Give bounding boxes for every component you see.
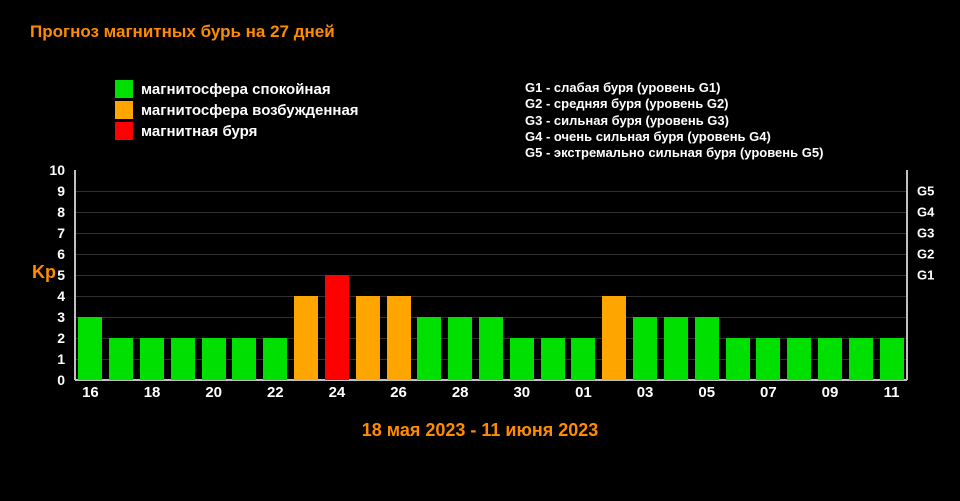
bar bbox=[880, 338, 904, 380]
bar bbox=[78, 317, 102, 380]
x-tick-label: 24 bbox=[329, 384, 346, 401]
bars-container bbox=[75, 170, 907, 380]
x-tick-label: 20 bbox=[205, 384, 222, 401]
bar bbox=[633, 317, 657, 380]
bar bbox=[479, 317, 503, 380]
legend: магнитосфера спокойная магнитосфера возбу… bbox=[115, 80, 359, 143]
bar bbox=[664, 317, 688, 380]
bar bbox=[695, 317, 719, 380]
bar bbox=[787, 338, 811, 380]
x-tick-label: 01 bbox=[575, 384, 592, 401]
x-tick-label: 16 bbox=[82, 384, 99, 401]
legend-label: магнитная буря bbox=[141, 123, 257, 140]
x-tick-label: 11 bbox=[884, 384, 900, 401]
legend-swatch bbox=[115, 122, 133, 140]
right-axis-label: G2 bbox=[917, 247, 934, 262]
x-tick-label: 03 bbox=[637, 384, 654, 401]
x-tick-label: 30 bbox=[513, 384, 530, 401]
right-axis-label: G1 bbox=[917, 268, 934, 283]
legend-swatch bbox=[115, 101, 133, 119]
x-tick-label: 28 bbox=[452, 384, 469, 401]
y-tick-label: 4 bbox=[35, 288, 65, 304]
legend-swatch bbox=[115, 80, 133, 98]
x-tick-label: 07 bbox=[760, 384, 777, 401]
g-scale-legend: G1 - слабая буря (уровень G1)G2 - средня… bbox=[525, 80, 823, 161]
bar bbox=[541, 338, 565, 380]
y-tick-label: 1 bbox=[35, 351, 65, 367]
bar bbox=[232, 338, 256, 380]
x-tick-label: 26 bbox=[390, 384, 407, 401]
bar bbox=[294, 296, 318, 380]
right-axis-label: G3 bbox=[917, 226, 934, 241]
x-tick-label: 22 bbox=[267, 384, 284, 401]
legend-label: магнитосфера возбужденная bbox=[141, 102, 359, 119]
bar bbox=[602, 296, 626, 380]
y-tick-label: 3 bbox=[35, 309, 65, 325]
bar bbox=[726, 338, 750, 380]
y-tick-label: 6 bbox=[35, 246, 65, 262]
x-tick-label: 09 bbox=[822, 384, 839, 401]
bar bbox=[171, 338, 195, 380]
chart-plot-area: 012345678910G1G2G3G4G5161820222426283001… bbox=[75, 170, 907, 380]
bar bbox=[756, 338, 780, 380]
y-tick-label: 7 bbox=[35, 225, 65, 241]
bar bbox=[356, 296, 380, 380]
bar bbox=[202, 338, 226, 380]
y-tick-label: 2 bbox=[35, 330, 65, 346]
bar bbox=[448, 317, 472, 380]
right-axis-label: G4 bbox=[917, 205, 934, 220]
x-tick-label: 18 bbox=[144, 384, 161, 401]
bar bbox=[571, 338, 595, 380]
chart-title: Прогноз магнитных бурь на 27 дней bbox=[30, 22, 335, 42]
g-scale-item: G1 - слабая буря (уровень G1) bbox=[525, 80, 823, 96]
bar bbox=[325, 275, 349, 380]
bar bbox=[510, 338, 534, 380]
g-scale-item: G4 - очень сильная буря (уровень G4) bbox=[525, 129, 823, 145]
bar bbox=[263, 338, 287, 380]
bar bbox=[849, 338, 873, 380]
legend-item: магнитосфера спокойная bbox=[115, 80, 359, 98]
date-range-label: 18 мая 2023 - 11 июня 2023 bbox=[0, 420, 960, 441]
right-axis-label: G5 bbox=[917, 184, 934, 199]
bar bbox=[140, 338, 164, 380]
legend-label: магнитосфера спокойная bbox=[141, 81, 331, 98]
legend-item: магнитосфера возбужденная bbox=[115, 101, 359, 119]
bar bbox=[818, 338, 842, 380]
y-tick-label: 10 bbox=[35, 162, 65, 178]
legend-item: магнитная буря bbox=[115, 122, 359, 140]
y-tick-label: 5 bbox=[35, 267, 65, 283]
g-scale-item: G5 - экстремально сильная буря (уровень … bbox=[525, 145, 823, 161]
y-tick-label: 8 bbox=[35, 204, 65, 220]
bar bbox=[417, 317, 441, 380]
x-tick-label: 05 bbox=[698, 384, 715, 401]
g-scale-item: G2 - средняя буря (уровень G2) bbox=[525, 96, 823, 112]
g-scale-item: G3 - сильная буря (уровень G3) bbox=[525, 113, 823, 129]
bar bbox=[109, 338, 133, 380]
y-tick-label: 9 bbox=[35, 183, 65, 199]
bar bbox=[387, 296, 411, 380]
y-tick-label: 0 bbox=[35, 372, 65, 388]
